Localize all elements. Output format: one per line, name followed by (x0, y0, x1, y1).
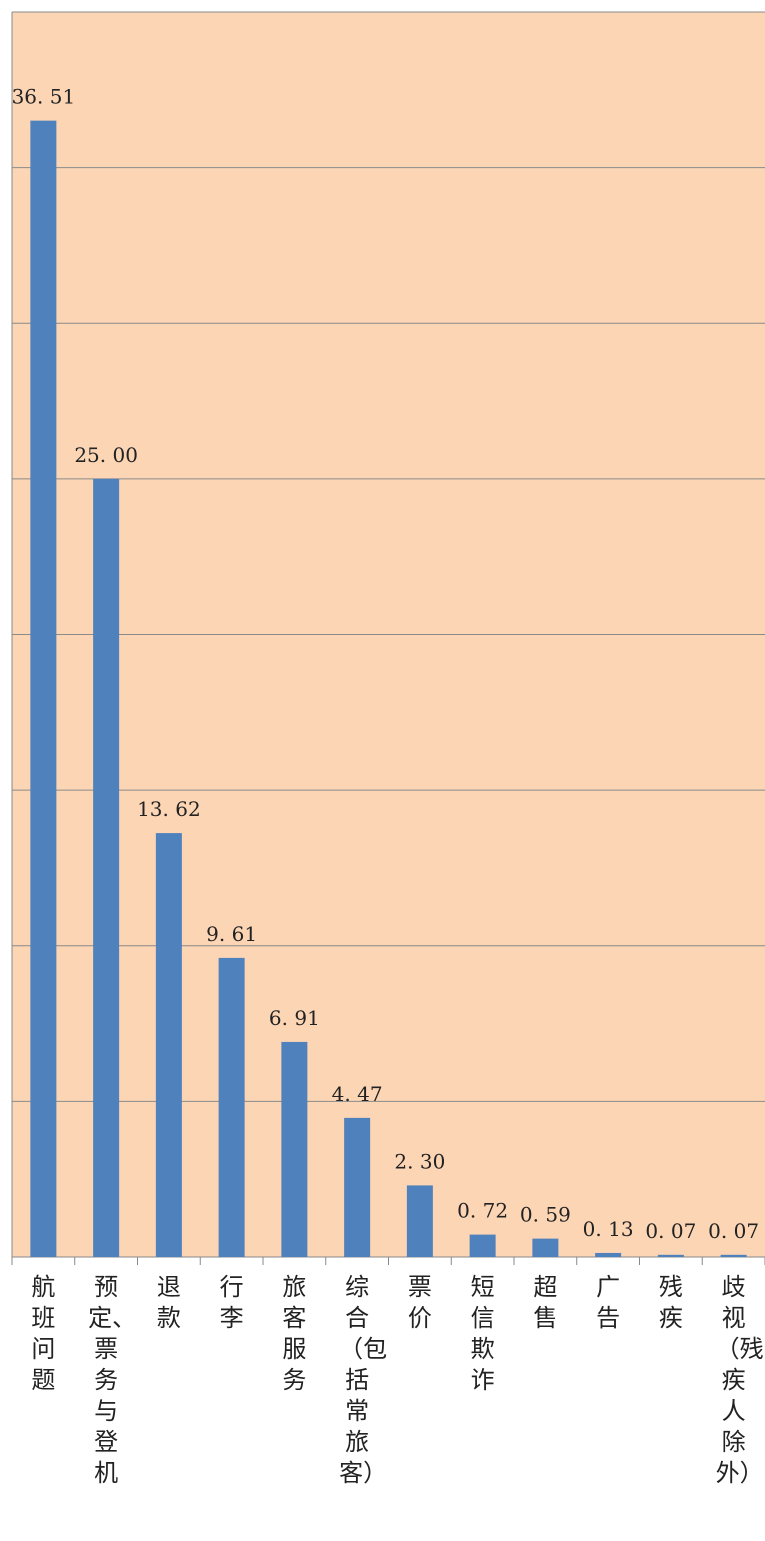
bar (30, 120, 57, 1258)
bar (406, 1185, 433, 1257)
category-label: 票价 (407, 1273, 432, 1332)
bar (657, 1254, 684, 1257)
value-label: 13. 62 (137, 797, 201, 821)
value-label: 0. 59 (520, 1203, 571, 1227)
category-label: 广告 (596, 1273, 621, 1332)
value-label: 2. 30 (394, 1149, 445, 1173)
bar (155, 833, 182, 1257)
value-label: 0. 72 (457, 1199, 508, 1223)
category-label: 行李 (219, 1273, 244, 1332)
category-label: 歧视（残疾人除外） (715, 1273, 764, 1487)
bar (595, 1252, 622, 1257)
category-label: 退款 (156, 1273, 181, 1332)
category-label: 残疾 (658, 1273, 683, 1332)
value-label: 0. 07 (645, 1219, 696, 1243)
bar (93, 478, 120, 1257)
value-label: 0. 07 (708, 1219, 759, 1243)
bar (469, 1234, 496, 1257)
category-label: 预定、票务与登机 (88, 1273, 137, 1487)
category-label: 综合（包括常旅客） (339, 1273, 388, 1487)
bar (281, 1041, 308, 1257)
value-label: 6. 91 (269, 1006, 320, 1030)
value-label: 4. 47 (332, 1082, 383, 1106)
bar (720, 1254, 747, 1257)
category-label: 超售 (533, 1273, 558, 1332)
value-label: 36. 51 (12, 85, 76, 109)
category-label: 旅客服务 (282, 1273, 307, 1394)
value-label: 9. 61 (206, 922, 257, 946)
bar (532, 1238, 559, 1257)
value-label: 0. 13 (583, 1217, 634, 1241)
category-label: 短信欺诈 (470, 1273, 495, 1394)
value-label: 25. 00 (74, 443, 138, 467)
bar (344, 1117, 371, 1257)
bar (218, 957, 245, 1257)
category-label: 航班问题 (31, 1273, 56, 1394)
